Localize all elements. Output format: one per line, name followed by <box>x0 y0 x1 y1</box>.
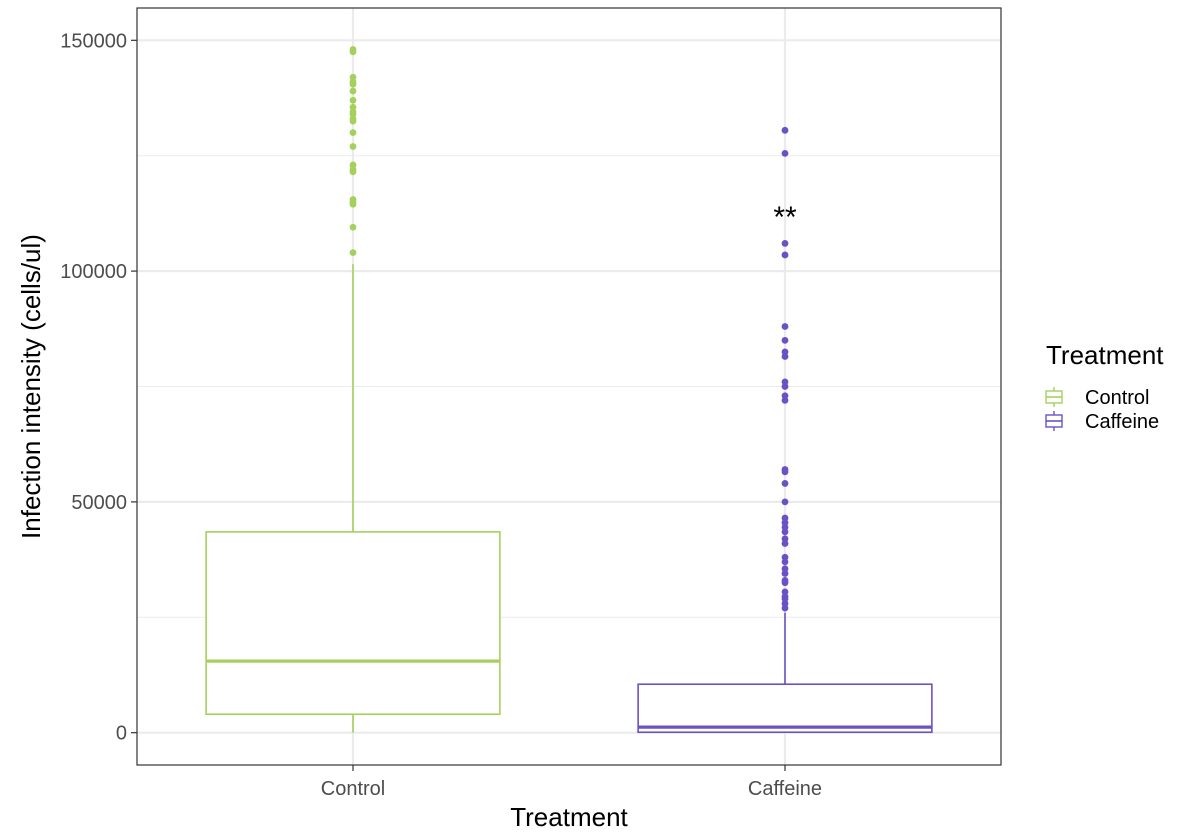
outlier-point <box>781 353 789 360</box>
outlier-point <box>781 383 789 390</box>
outlier-point <box>781 498 789 506</box>
outlier-point <box>349 129 357 137</box>
panel-border <box>136 7 1002 766</box>
y-axis-title: Infection intensity (cells/ul) <box>16 234 46 539</box>
outlier-point <box>349 200 357 208</box>
outlier-point <box>781 558 789 566</box>
annotation-layer: ** <box>773 201 797 234</box>
y-tick-label: 0 <box>116 723 127 745</box>
outlier-point <box>781 126 789 134</box>
box-control <box>205 264 501 733</box>
y-tick-label: 50000 <box>71 492 127 514</box>
outlier-point <box>349 48 357 56</box>
legend-label: Control <box>1085 387 1149 409</box>
y-tick-label: 150000 <box>60 30 127 52</box>
box-caffeine <box>637 612 933 734</box>
y-axis: 0 50000 100000 150000 <box>60 30 137 745</box>
x-axis-title: Treatment <box>510 802 628 832</box>
outlier-point <box>349 96 357 104</box>
outlier-point <box>349 223 357 231</box>
outlier-point <box>781 336 789 344</box>
box-iqr <box>637 683 933 734</box>
x-tick-label: Control <box>321 778 385 800</box>
x-axis: Control Caffeine <box>321 765 822 800</box>
outlier-point <box>781 251 789 259</box>
outlier-point <box>349 80 357 88</box>
legend-title: Treatment <box>1046 340 1164 370</box>
box-iqr <box>205 531 501 716</box>
legend-item-control: Control <box>1045 387 1149 409</box>
legend-label: Caffeine <box>1085 411 1159 433</box>
outlier-point <box>781 570 789 577</box>
outlier-point <box>781 604 789 612</box>
outlier-point <box>349 87 357 95</box>
outlier-point <box>349 143 357 150</box>
outlier-point <box>781 579 789 587</box>
x-tick-label: Caffeine <box>748 778 822 800</box>
outlier-layer <box>349 46 789 612</box>
outlier-point <box>781 480 789 487</box>
outlier-point <box>781 540 789 547</box>
y-tick-label: 100000 <box>60 261 127 283</box>
outlier-point <box>781 396 789 404</box>
outlier-point <box>349 249 357 257</box>
outlier-point <box>349 168 357 176</box>
outlier-point <box>349 117 357 125</box>
outlier-point <box>781 468 789 476</box>
outlier-point <box>781 323 789 330</box>
legend-item-caffeine: Caffeine <box>1045 411 1159 433</box>
outlier-point <box>781 149 789 157</box>
box-layer <box>205 264 933 734</box>
significance-annotation: ** <box>773 201 797 234</box>
outlier-point <box>781 528 789 536</box>
outlier-point <box>781 240 789 247</box>
